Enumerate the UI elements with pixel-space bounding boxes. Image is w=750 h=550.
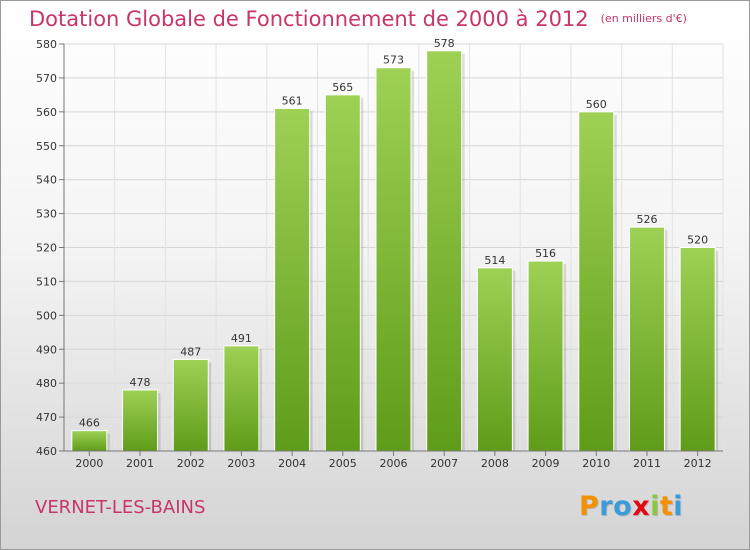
bar-2005 (324, 94, 361, 452)
y-tick-label: 520 (36, 242, 57, 255)
y-tick-label: 480 (36, 377, 57, 390)
x-tick-label: 2009 (532, 457, 560, 470)
data-label: 487 (180, 345, 201, 358)
x-tick-label: 2004 (278, 457, 306, 470)
commune-name: VERNET-LES-BAINS (35, 497, 206, 518)
data-label: 520 (687, 234, 708, 247)
bar-2009 (527, 260, 564, 452)
data-label: 578 (434, 37, 455, 50)
y-tick-label: 580 (36, 38, 57, 51)
y-tick-label: 560 (36, 106, 57, 119)
x-tick-label: 2002 (177, 457, 205, 470)
chart-subtitle: (en milliers d'€) (600, 12, 687, 25)
data-label: 526 (636, 213, 657, 226)
bar-2008 (476, 267, 513, 452)
bar-2012 (679, 247, 716, 452)
bar-2001 (122, 389, 159, 452)
logo-letter: o (613, 491, 633, 522)
x-tick-label: 2001 (126, 457, 154, 470)
bar-2010 (578, 111, 615, 452)
logo-letter: x (632, 491, 651, 522)
bar-2007 (426, 50, 463, 452)
y-tick-label: 540 (36, 174, 57, 187)
bar-2006 (375, 67, 412, 452)
logo-letter: t (659, 491, 674, 522)
logo-letter: P (579, 491, 600, 522)
logo-letter: r (599, 491, 614, 522)
y-tick-label: 570 (36, 72, 57, 85)
y-tick-label: 460 (36, 445, 57, 458)
data-label: 514 (484, 254, 505, 267)
y-tick-label: 550 (36, 140, 57, 153)
data-label: 565 (332, 81, 353, 94)
y-tick-label: 510 (36, 275, 57, 288)
bars: 466 478 487 491 561 565 573 578 514 516 560 526 520 (71, 37, 719, 452)
bar-2002 (172, 358, 209, 452)
logo-letter: i (650, 491, 660, 522)
y-tick-label: 500 (36, 309, 57, 322)
logo-letter: i (673, 491, 684, 522)
x-tick-label: 2010 (582, 457, 610, 470)
x-tick-label: 2005 (329, 457, 357, 470)
data-label: 491 (231, 332, 252, 345)
proxiti-logo: Proxiti (579, 491, 683, 522)
y-tick-label: 530 (36, 208, 57, 221)
bar-2000 (71, 430, 108, 452)
x-tick-label: 2012 (684, 457, 712, 470)
data-label: 561 (282, 94, 303, 107)
x-tick-label: 2006 (380, 457, 408, 470)
y-tick-label: 470 (36, 411, 57, 424)
data-label: 573 (383, 54, 404, 67)
x-tick-label: 2007 (430, 457, 458, 470)
data-label: 516 (535, 247, 556, 260)
chart-title: Dotation Globale de Fonctionnement de 20… (29, 7, 589, 31)
chart-title-line: Dotation Globale de Fonctionnement de 20… (29, 7, 687, 31)
bar-2004 (274, 107, 311, 452)
data-label: 478 (130, 376, 151, 389)
x-tick-label: 2011 (633, 457, 661, 470)
x-tick-label: 2000 (75, 457, 103, 470)
data-label: 466 (79, 417, 100, 430)
x-tick-label: 2003 (227, 457, 255, 470)
y-tick-label: 490 (36, 343, 57, 356)
bar-2011 (628, 226, 665, 452)
axes: 460 470 480 490 500 510 520 530 540 550 560 570 580 2… (36, 38, 723, 470)
data-label: 560 (586, 98, 607, 111)
bar-2003 (223, 345, 260, 452)
x-tick-label: 2008 (481, 457, 509, 470)
